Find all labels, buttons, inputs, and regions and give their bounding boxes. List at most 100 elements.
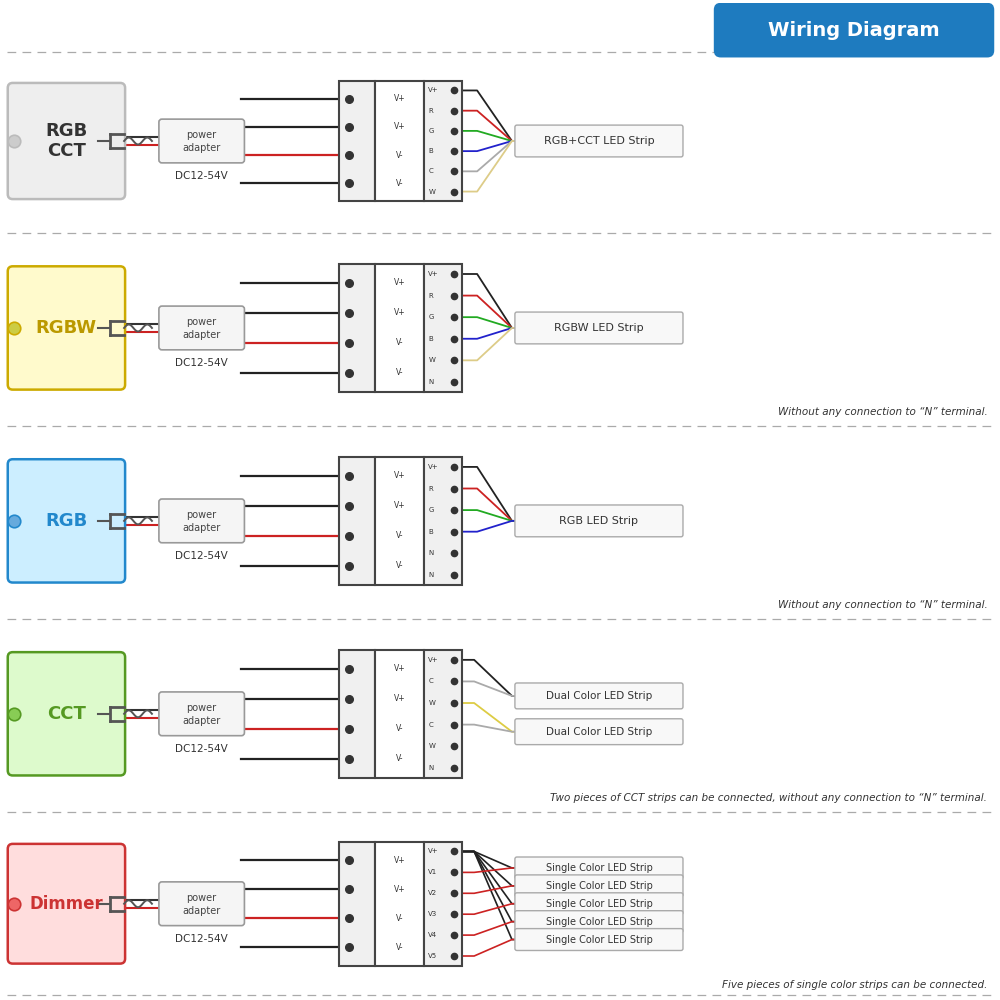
Text: adapter: adapter: [183, 906, 221, 916]
Bar: [375, 650, 424, 778]
Text: C: C: [428, 722, 433, 728]
Text: V-: V-: [396, 151, 403, 160]
Text: V4: V4: [428, 932, 438, 938]
Text: V2: V2: [428, 890, 438, 896]
Text: Without any connection to “N” terminal.: Without any connection to “N” terminal.: [778, 407, 987, 417]
FancyBboxPatch shape: [159, 119, 244, 163]
Text: adapter: adapter: [183, 523, 221, 533]
Text: V-: V-: [396, 531, 403, 540]
Text: RGBW: RGBW: [36, 319, 97, 337]
FancyBboxPatch shape: [8, 652, 125, 775]
Bar: [424, 457, 462, 585]
Bar: [339, 842, 375, 966]
Text: DC12-54V: DC12-54V: [175, 744, 228, 754]
Text: V+: V+: [428, 848, 439, 854]
Text: V-: V-: [396, 943, 403, 952]
Bar: [339, 264, 375, 392]
Text: V+: V+: [394, 856, 405, 865]
Text: power: power: [187, 703, 217, 713]
Text: adapter: adapter: [183, 330, 221, 340]
Bar: [375, 842, 424, 966]
Text: Dimmer: Dimmer: [30, 895, 103, 913]
Text: Two pieces of CCT strips can be connected, without any connection to “N” termina: Two pieces of CCT strips can be connecte…: [550, 793, 987, 803]
Text: V-: V-: [396, 179, 403, 188]
Text: V+: V+: [428, 87, 439, 93]
Text: W: W: [428, 189, 435, 195]
Text: V+: V+: [428, 271, 439, 277]
Bar: [424, 264, 462, 392]
Bar: [424, 842, 462, 966]
Text: G: G: [428, 314, 434, 320]
Text: Dual Color LED Strip: Dual Color LED Strip: [546, 691, 652, 701]
Text: V5: V5: [428, 953, 438, 959]
FancyBboxPatch shape: [515, 683, 683, 709]
Bar: [375, 264, 424, 392]
FancyBboxPatch shape: [714, 3, 994, 57]
Text: CCT: CCT: [47, 705, 86, 723]
FancyBboxPatch shape: [515, 719, 683, 745]
FancyBboxPatch shape: [159, 882, 244, 926]
Text: V-: V-: [396, 561, 403, 570]
Text: RGB
CCT: RGB CCT: [45, 122, 88, 160]
Text: V1: V1: [428, 869, 438, 875]
Text: RGB+CCT LED Strip: RGB+CCT LED Strip: [544, 136, 654, 146]
Text: Dual Color LED Strip: Dual Color LED Strip: [546, 727, 652, 737]
FancyBboxPatch shape: [515, 312, 683, 344]
Text: adapter: adapter: [183, 143, 221, 153]
Text: RGB LED Strip: RGB LED Strip: [559, 516, 638, 526]
Text: DC12-54V: DC12-54V: [175, 358, 228, 368]
Text: V-: V-: [396, 338, 403, 347]
FancyBboxPatch shape: [515, 125, 683, 157]
Bar: [339, 457, 375, 585]
Text: N: N: [428, 550, 434, 556]
Text: V+: V+: [394, 94, 405, 103]
FancyBboxPatch shape: [515, 929, 683, 950]
FancyBboxPatch shape: [515, 875, 683, 897]
Text: V+: V+: [394, 471, 405, 480]
Text: Single Color LED Strip: Single Color LED Strip: [546, 935, 652, 945]
Text: R: R: [428, 486, 433, 492]
FancyBboxPatch shape: [159, 306, 244, 350]
FancyBboxPatch shape: [8, 266, 125, 390]
Text: V+: V+: [394, 694, 405, 703]
Text: W: W: [428, 700, 435, 706]
Bar: [339, 650, 375, 778]
Text: power: power: [187, 130, 217, 140]
Text: G: G: [428, 507, 434, 513]
Text: V+: V+: [428, 464, 439, 470]
Text: B: B: [428, 336, 433, 342]
FancyBboxPatch shape: [515, 857, 683, 879]
Bar: [339, 81, 375, 201]
Text: DC12-54V: DC12-54V: [175, 551, 228, 561]
Bar: [375, 457, 424, 585]
FancyBboxPatch shape: [159, 499, 244, 543]
Text: B: B: [428, 148, 433, 154]
Text: V+: V+: [394, 308, 405, 317]
Text: V-: V-: [396, 724, 403, 733]
Text: Five pieces of single color strips can be connected.: Five pieces of single color strips can b…: [722, 980, 987, 990]
Text: G: G: [428, 128, 434, 134]
Text: C: C: [428, 678, 433, 684]
Text: RGB: RGB: [45, 512, 88, 530]
Text: V+: V+: [394, 122, 405, 131]
Text: V-: V-: [396, 754, 403, 763]
Text: R: R: [428, 293, 433, 299]
FancyBboxPatch shape: [159, 692, 244, 736]
Text: DC12-54V: DC12-54V: [175, 934, 228, 944]
Text: V+: V+: [394, 501, 405, 510]
Text: Single Color LED Strip: Single Color LED Strip: [546, 863, 652, 873]
Text: N: N: [428, 765, 434, 771]
Text: N: N: [428, 379, 434, 385]
Bar: [424, 81, 462, 201]
Text: Single Color LED Strip: Single Color LED Strip: [546, 917, 652, 927]
Text: Single Color LED Strip: Single Color LED Strip: [546, 881, 652, 891]
FancyBboxPatch shape: [8, 844, 125, 964]
Text: V-: V-: [396, 368, 403, 377]
Text: adapter: adapter: [183, 716, 221, 726]
Text: DC12-54V: DC12-54V: [175, 171, 228, 181]
Text: N: N: [428, 572, 434, 578]
FancyBboxPatch shape: [515, 911, 683, 933]
Text: W: W: [428, 743, 435, 749]
Text: Wiring Diagram: Wiring Diagram: [768, 21, 940, 40]
Text: power: power: [187, 510, 217, 520]
